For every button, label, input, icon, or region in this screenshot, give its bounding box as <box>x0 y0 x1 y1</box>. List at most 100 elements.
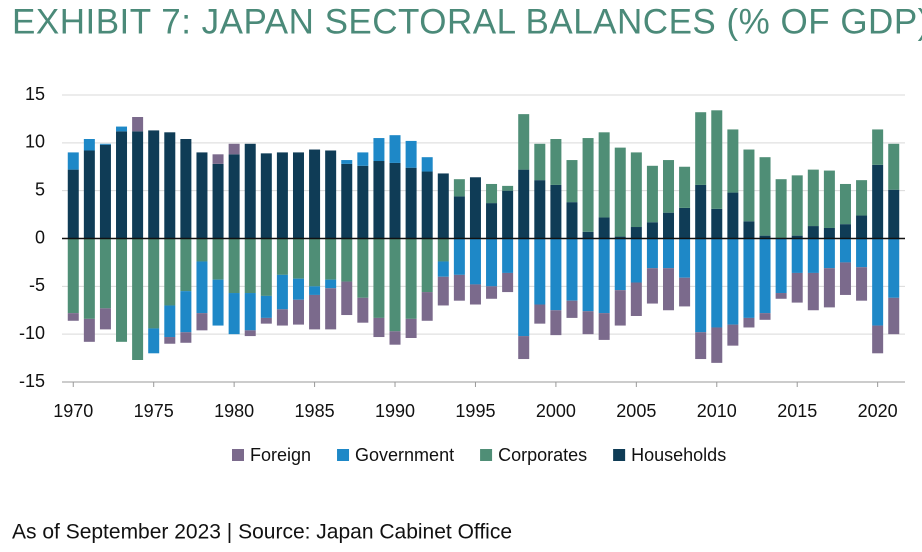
bar-segment <box>244 143 256 239</box>
bar-segment <box>518 238 530 337</box>
bar-segment <box>421 292 433 321</box>
bar-segment <box>325 150 337 239</box>
bar-segment <box>711 110 723 209</box>
bar-segment <box>646 165 658 223</box>
bar-segment <box>325 288 337 330</box>
bar-segment <box>646 222 658 239</box>
bar-segment <box>823 268 835 308</box>
bar-segment <box>582 238 594 312</box>
bar-segment <box>823 238 835 269</box>
y-tick-label: -10 <box>19 323 45 343</box>
bar-segment <box>614 238 626 291</box>
bar-segment <box>373 161 385 239</box>
bar-segment <box>534 143 546 181</box>
bar-segment <box>759 238 771 314</box>
y-tick-label: 0 <box>35 227 45 247</box>
bar-segment <box>180 291 192 333</box>
legend-label: Foreign <box>250 445 311 465</box>
legend-label: Corporates <box>498 445 587 465</box>
bar-segment <box>292 299 304 325</box>
bar-segment <box>276 274 288 310</box>
bar-segment <box>663 238 675 269</box>
bar-segment <box>67 152 79 170</box>
bar-segment <box>373 238 385 318</box>
bar-segment <box>309 149 321 239</box>
bar-segment <box>888 143 900 190</box>
bar-segment <box>180 238 192 292</box>
bar-segment <box>872 325 884 354</box>
bar-segment <box>99 238 111 309</box>
bar-segment <box>453 179 465 197</box>
legend-swatch <box>232 449 244 461</box>
bar-segment <box>550 139 562 185</box>
bar-segment <box>791 175 803 236</box>
bar-segment <box>341 281 353 316</box>
bar-segment <box>276 152 288 239</box>
bar-segment <box>888 297 900 335</box>
bar-segment <box>99 143 111 145</box>
bar-segment <box>807 238 819 273</box>
bar-segment <box>437 173 449 239</box>
bar-segment <box>292 238 304 279</box>
bar-segment <box>679 277 691 307</box>
bar-segment <box>566 202 578 239</box>
bar-segment <box>260 317 272 324</box>
x-tick-label: 1980 <box>214 401 254 421</box>
bar-segment <box>437 238 449 262</box>
bar-segment <box>486 183 498 204</box>
bar-segment <box>67 313 79 321</box>
bar-segment <box>67 238 79 314</box>
bar-segment <box>453 238 465 275</box>
bar-segment <box>872 129 884 165</box>
bar-segment <box>727 192 739 239</box>
bar-segment <box>582 138 594 232</box>
bar-segment <box>309 286 321 295</box>
x-tick-label: 1985 <box>295 401 335 421</box>
x-tick-label: 2005 <box>616 401 656 421</box>
bar-segment <box>405 238 417 319</box>
bar-segment <box>389 135 401 163</box>
bar-segment <box>502 238 514 273</box>
bar-segment <box>679 166 691 208</box>
bar-segment <box>228 238 240 294</box>
bar-segment <box>196 152 208 239</box>
bar-segment <box>791 235 803 239</box>
bar-segment <box>759 235 771 239</box>
bar-segment <box>518 169 530 239</box>
bar-segment <box>389 331 401 345</box>
bar-segment <box>695 238 707 333</box>
bar-segment <box>405 167 417 239</box>
y-tick-label: -5 <box>29 275 45 295</box>
bar-segment <box>276 238 288 275</box>
bar-segment <box>566 160 578 203</box>
y-tick-label: 15 <box>25 84 45 104</box>
bar-segment <box>598 238 610 314</box>
bar-segment <box>421 238 433 293</box>
bar-segment <box>341 163 353 239</box>
bar-segment <box>727 129 739 193</box>
bar-segment <box>260 295 272 318</box>
legend-swatch <box>613 449 626 461</box>
bar-segment <box>823 170 835 228</box>
bar-segment <box>695 332 707 360</box>
bar-segment <box>373 138 385 162</box>
bar-segment <box>405 140 417 168</box>
bar-segment <box>116 131 128 239</box>
bar-segment <box>598 132 610 218</box>
bar-segment <box>839 262 851 295</box>
bar-segment <box>630 282 642 316</box>
bar-segment <box>743 149 755 222</box>
bar-segment <box>646 238 658 269</box>
bar-segment <box>244 330 256 337</box>
bar-segment <box>83 139 95 151</box>
bar-segment <box>309 294 321 330</box>
bar-segment <box>775 293 787 299</box>
bar-segment <box>856 238 868 268</box>
x-tick-label: 2020 <box>858 401 898 421</box>
x-tick-label: 1975 <box>134 401 174 421</box>
bar-segment <box>888 189 900 239</box>
bar-segment <box>534 304 546 324</box>
y-tick-label: -15 <box>19 371 45 391</box>
bar-segment <box>260 238 272 296</box>
